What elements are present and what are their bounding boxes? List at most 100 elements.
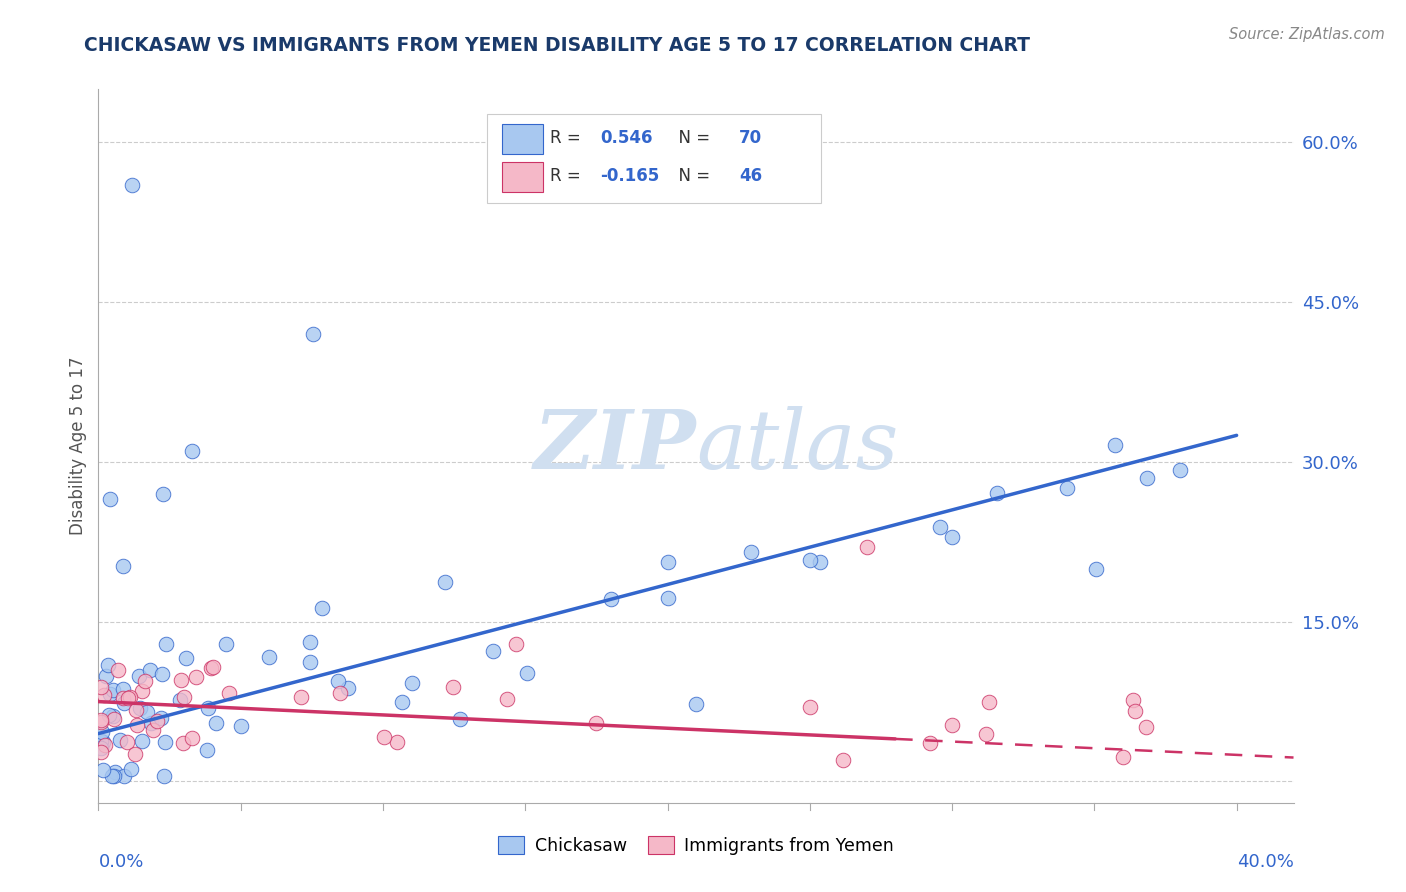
Point bbox=[150, 666, 173, 681]
Point bbox=[153, 735, 176, 749]
Point bbox=[146, 714, 169, 728]
Point bbox=[124, 747, 146, 761]
Point bbox=[1125, 704, 1147, 718]
Text: atlas: atlas bbox=[696, 406, 898, 486]
Point bbox=[131, 734, 153, 748]
Point bbox=[449, 712, 471, 726]
Point bbox=[1085, 562, 1108, 576]
Point bbox=[977, 695, 1000, 709]
Point bbox=[101, 682, 124, 697]
Point bbox=[98, 707, 121, 722]
Point bbox=[336, 681, 359, 695]
Point bbox=[121, 178, 143, 192]
Point bbox=[174, 651, 197, 665]
Point bbox=[920, 736, 942, 750]
Y-axis label: Disability Age 5 to 17: Disability Age 5 to 17 bbox=[69, 357, 87, 535]
Text: 0.0%: 0.0% bbox=[98, 853, 143, 871]
Point bbox=[127, 718, 149, 732]
Point bbox=[94, 669, 117, 683]
Point bbox=[93, 688, 115, 702]
Point bbox=[90, 734, 112, 748]
Point bbox=[298, 635, 321, 649]
Point bbox=[505, 637, 527, 651]
Point bbox=[90, 745, 112, 759]
Point bbox=[495, 692, 517, 706]
Text: R =: R = bbox=[550, 167, 586, 185]
Point bbox=[90, 740, 112, 755]
Point bbox=[149, 711, 172, 725]
Point bbox=[120, 762, 142, 776]
Point bbox=[231, 719, 253, 733]
FancyBboxPatch shape bbox=[502, 124, 543, 154]
Point bbox=[90, 680, 112, 694]
Point bbox=[657, 555, 679, 569]
Point bbox=[104, 765, 127, 780]
Point bbox=[112, 690, 135, 705]
Point bbox=[184, 670, 207, 684]
Point bbox=[328, 673, 350, 688]
Text: 40.0%: 40.0% bbox=[1237, 853, 1294, 871]
Point bbox=[173, 690, 195, 704]
Text: 0.546: 0.546 bbox=[600, 129, 652, 147]
Point bbox=[117, 691, 139, 706]
Point bbox=[181, 444, 204, 458]
Point bbox=[101, 708, 124, 723]
Point bbox=[290, 690, 312, 704]
Point bbox=[131, 683, 153, 698]
Point bbox=[169, 692, 191, 706]
Point bbox=[808, 555, 831, 569]
Point bbox=[181, 731, 204, 745]
Point bbox=[799, 552, 821, 566]
Text: -0.165: -0.165 bbox=[600, 167, 659, 185]
Point bbox=[832, 753, 855, 767]
FancyBboxPatch shape bbox=[502, 161, 543, 192]
Point bbox=[200, 661, 222, 675]
Point bbox=[685, 698, 707, 712]
Point bbox=[401, 676, 423, 690]
Point bbox=[155, 637, 177, 651]
Point bbox=[103, 769, 125, 783]
Point bbox=[974, 726, 997, 740]
Point bbox=[301, 327, 323, 342]
Point bbox=[112, 696, 135, 710]
Point bbox=[153, 769, 176, 783]
Point bbox=[100, 769, 122, 783]
Point bbox=[90, 724, 112, 739]
Point bbox=[941, 717, 963, 731]
Point bbox=[111, 681, 134, 696]
Point bbox=[1122, 693, 1144, 707]
Point bbox=[128, 700, 150, 714]
Point bbox=[195, 743, 218, 757]
Point bbox=[120, 690, 142, 704]
Point bbox=[111, 558, 134, 573]
Point bbox=[97, 658, 120, 673]
Point bbox=[329, 686, 352, 700]
Point bbox=[107, 663, 129, 677]
Point bbox=[482, 644, 505, 658]
Text: R =: R = bbox=[550, 129, 586, 147]
Point bbox=[112, 769, 135, 783]
Text: N =: N = bbox=[668, 129, 716, 147]
Point bbox=[152, 487, 174, 501]
Text: 70: 70 bbox=[740, 129, 762, 147]
Point bbox=[142, 723, 165, 737]
Point bbox=[391, 694, 413, 708]
Point bbox=[90, 713, 112, 727]
Point bbox=[585, 716, 607, 731]
Text: N =: N = bbox=[668, 167, 716, 185]
Point bbox=[170, 673, 193, 687]
Point bbox=[100, 492, 122, 507]
Point bbox=[516, 665, 538, 680]
Point bbox=[373, 730, 395, 744]
Point bbox=[855, 540, 877, 554]
Point bbox=[1136, 471, 1159, 485]
Point bbox=[218, 686, 240, 700]
Point bbox=[91, 763, 114, 777]
Legend: Chickasaw, Immigrants from Yemen: Chickasaw, Immigrants from Yemen bbox=[491, 830, 901, 862]
Point bbox=[434, 574, 457, 589]
Point bbox=[986, 486, 1008, 500]
Point bbox=[125, 703, 148, 717]
Point bbox=[387, 735, 409, 749]
Point bbox=[103, 712, 125, 726]
Point bbox=[1056, 481, 1078, 495]
